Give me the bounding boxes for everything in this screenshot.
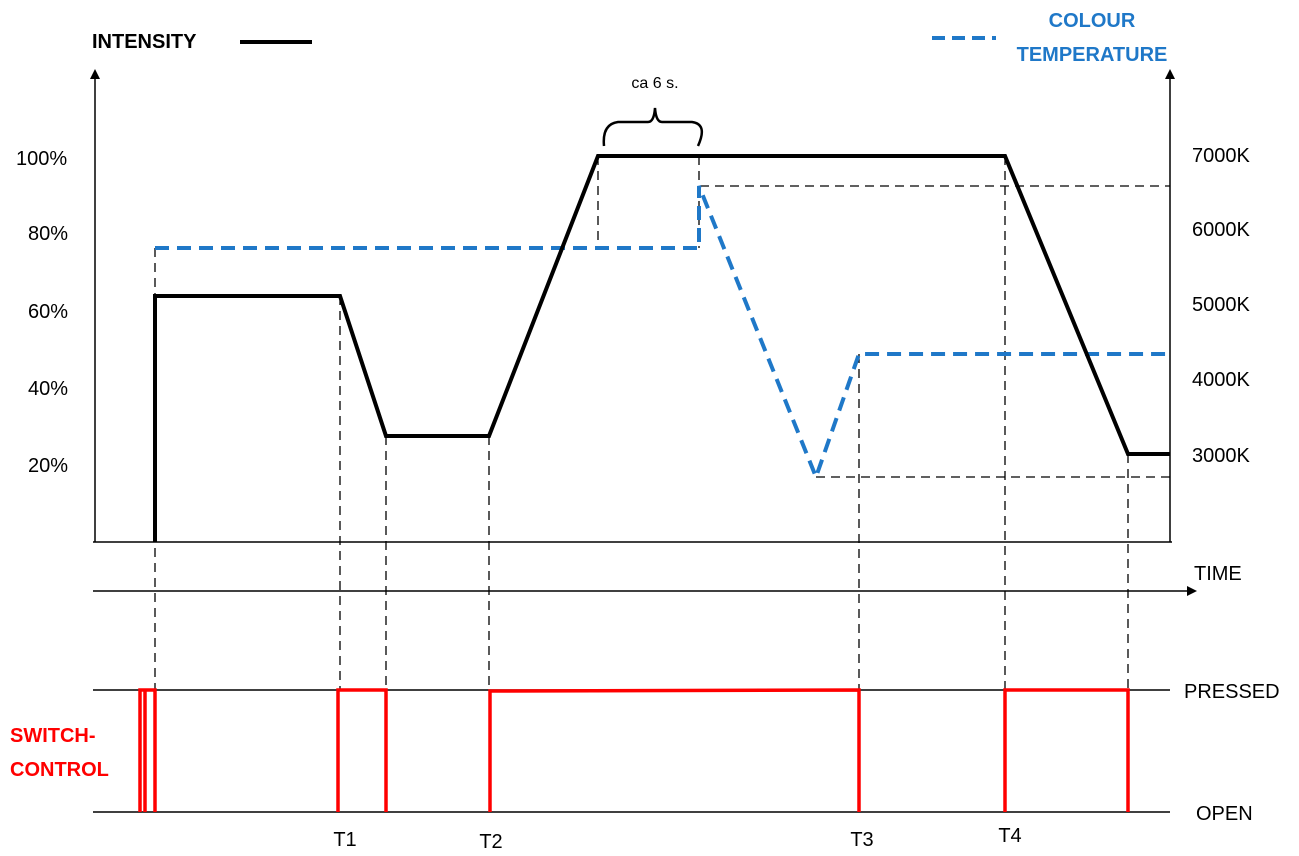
intensity-line xyxy=(153,154,1170,542)
colour-temperature-line xyxy=(155,185,1170,483)
left-tick-100: 100% xyxy=(16,148,67,170)
switch-pulse-t1 xyxy=(336,688,388,812)
time-marker-t2: T2 xyxy=(479,831,502,853)
switch-label-line2: CONTROL xyxy=(10,759,109,781)
duration-label: ca 6 s. xyxy=(631,75,678,92)
switch-pulse-t2-t3 xyxy=(488,688,861,812)
right-tick-4000k: 4000K xyxy=(1192,369,1250,391)
time-axis-label: TIME xyxy=(1194,563,1242,585)
time-marker-t1: T1 xyxy=(333,829,356,851)
legend-colour-label-line1: COLOUR xyxy=(1049,10,1136,32)
left-tick-40: 40% xyxy=(28,378,68,400)
legend-intensity-label: INTENSITY xyxy=(92,31,197,53)
switch-control-signal xyxy=(138,688,157,812)
legend-colour-label-line2: TEMPERATURE xyxy=(1017,44,1168,66)
time-marker-t3: T3 xyxy=(850,829,873,851)
left-tick-80: 80% xyxy=(28,223,68,245)
guide-lines xyxy=(154,156,1170,690)
right-tick-6000k: 6000K xyxy=(1192,219,1250,241)
switch-label-line1: SWITCH- xyxy=(10,725,96,747)
right-tick-5000k: 5000K xyxy=(1192,294,1250,316)
pressed-label: PRESSED xyxy=(1184,681,1280,703)
left-tick-60: 60% xyxy=(28,301,68,323)
right-tick-7000k: 7000K xyxy=(1192,145,1250,167)
duration-brace xyxy=(602,107,704,147)
time-marker-t4: T4 xyxy=(998,825,1021,847)
left-tick-20: 20% xyxy=(28,455,68,477)
switch-pulse-t4 xyxy=(1003,688,1130,812)
open-label: OPEN xyxy=(1196,803,1253,825)
right-tick-3000k: 3000K xyxy=(1192,445,1250,467)
